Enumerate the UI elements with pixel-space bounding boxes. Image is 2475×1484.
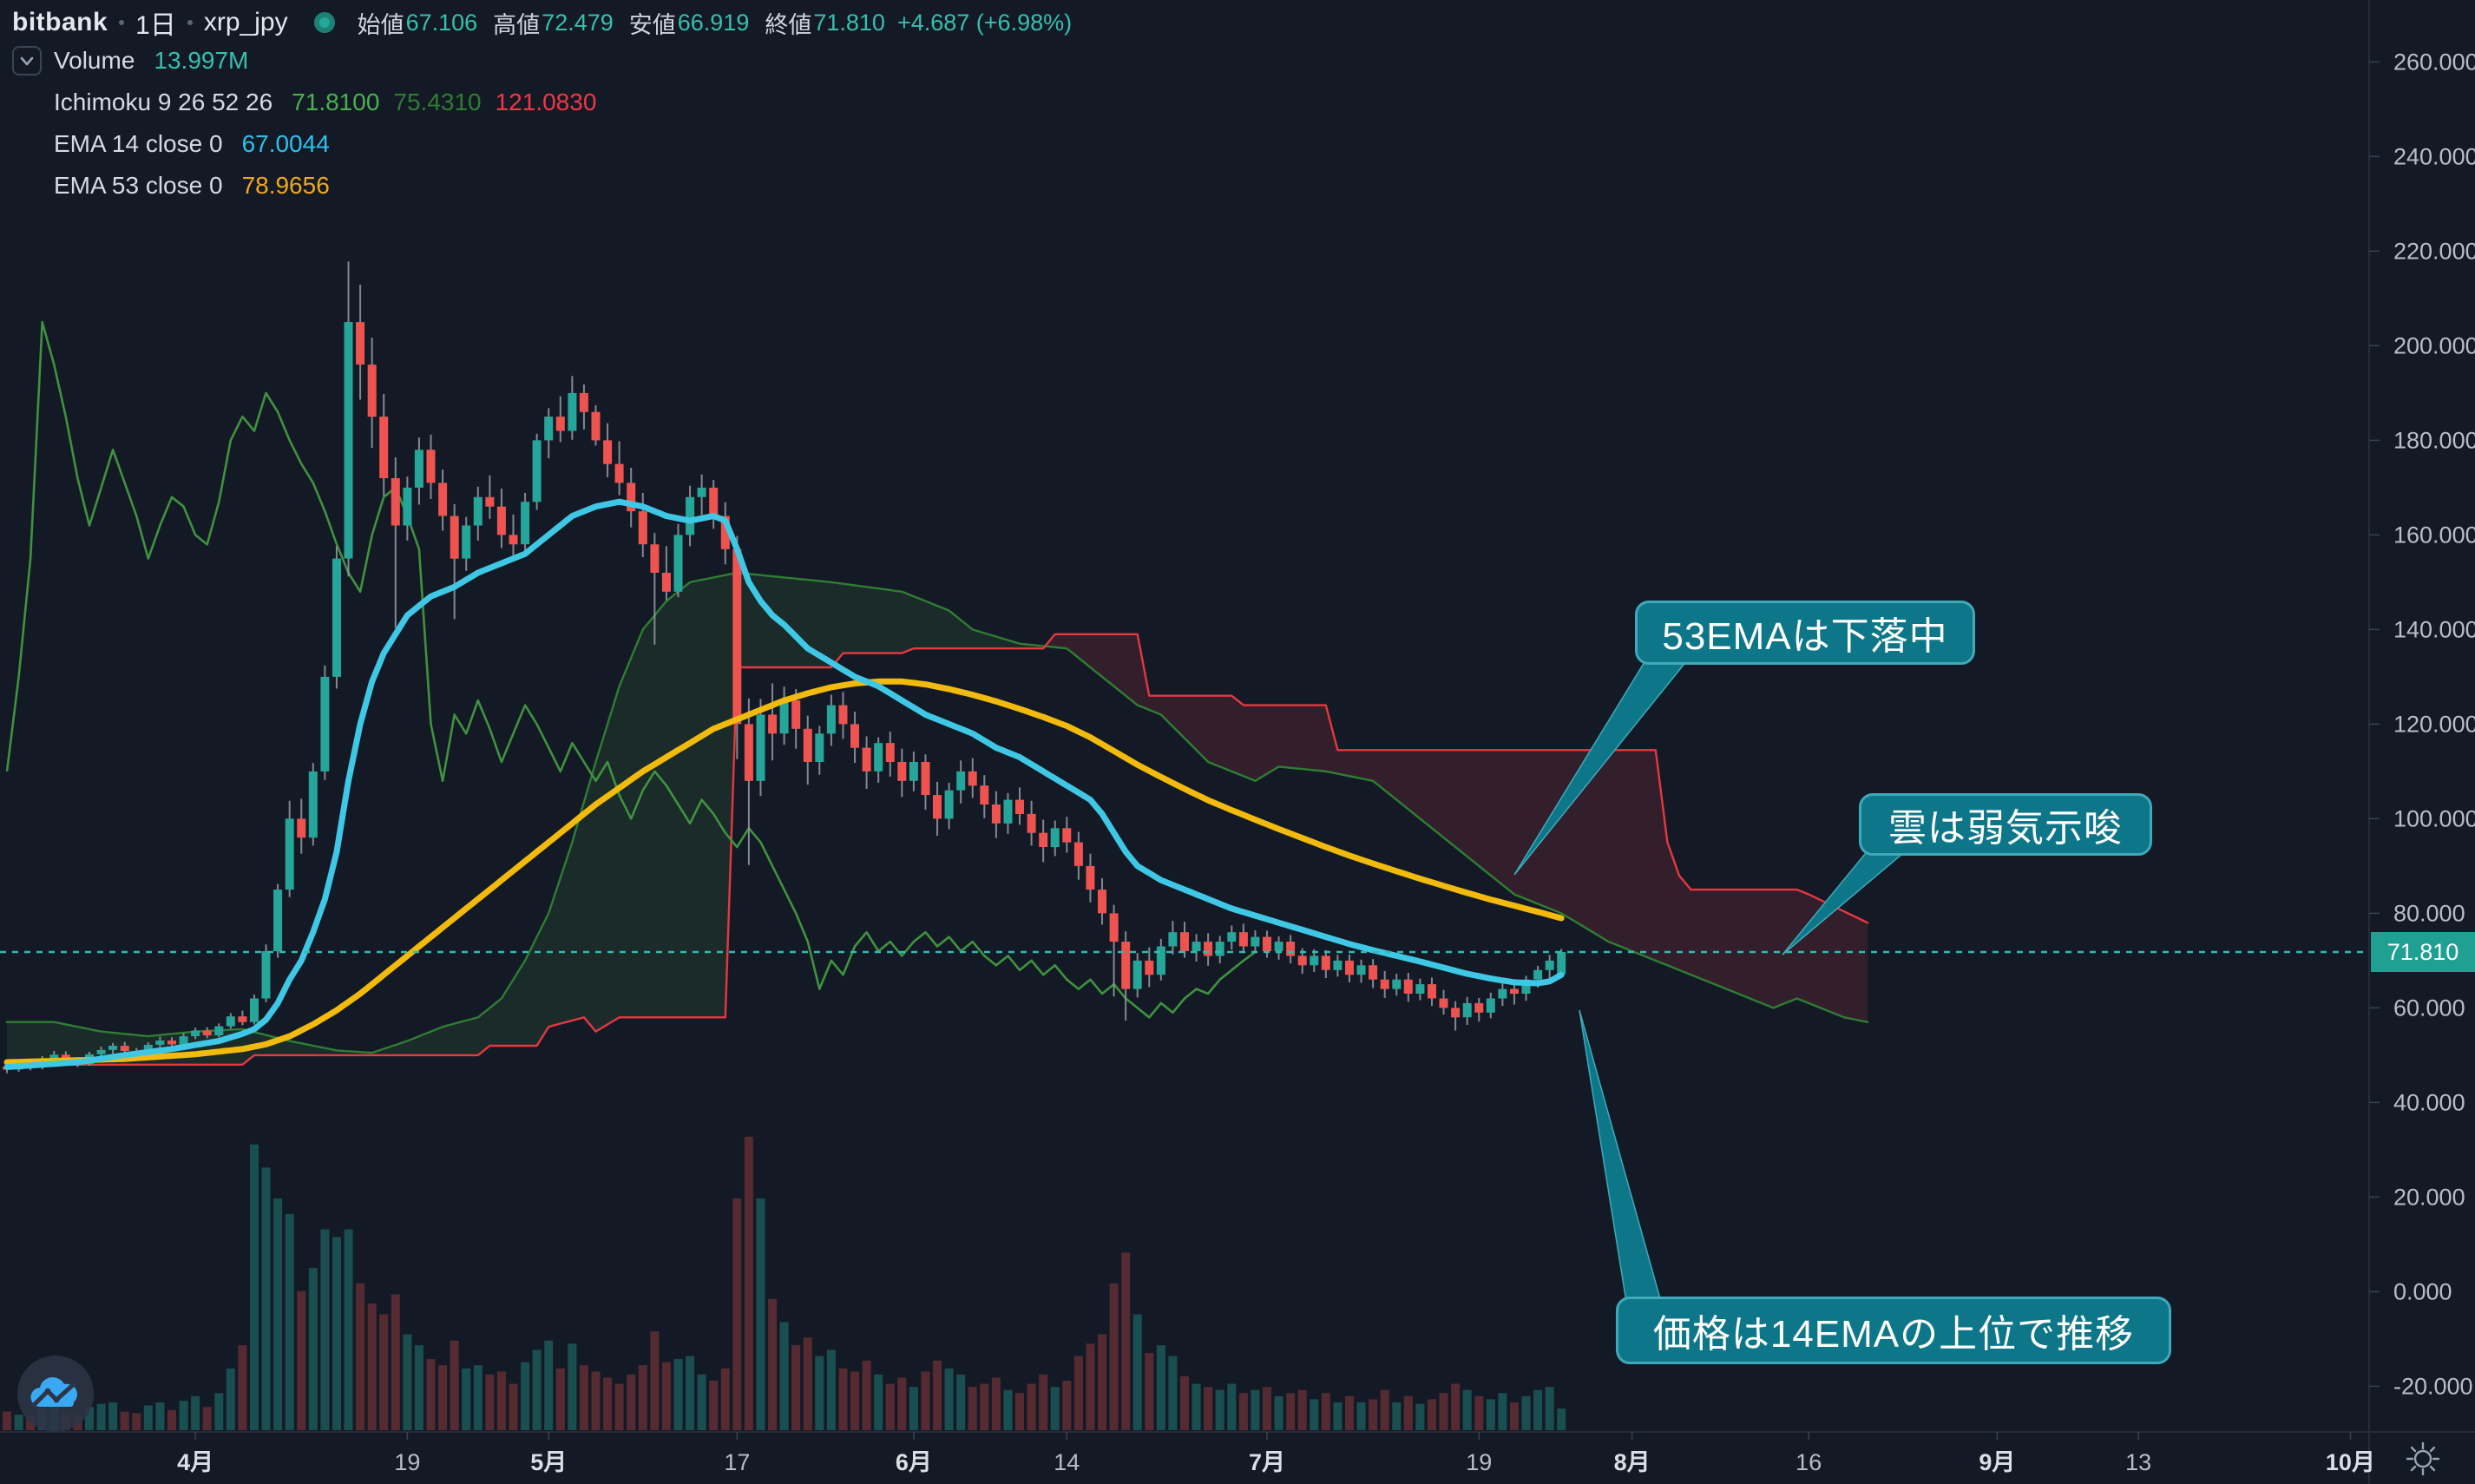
symbol-name: xrp_jpy (203, 8, 288, 36)
time-tick-label: 4月 (177, 1449, 213, 1475)
low-value: 66.919 (677, 9, 750, 36)
annotation-tails (1513, 657, 1904, 1303)
cloud-chart-icon (30, 1376, 77, 1408)
price-tick-label: 120.000 (2393, 711, 2475, 737)
sun-icon[interactable] (2402, 1439, 2444, 1479)
time-tick-label: 14 (1054, 1449, 1080, 1475)
time-tick-label: 16 (1796, 1449, 1822, 1475)
senkou-b-line (5, 633, 1869, 1066)
time-tick-label: 8月 (1614, 1449, 1651, 1475)
time-tick-label: 13 (2125, 1449, 2151, 1475)
legend-panel: bitbank 1日 xrp_jpy 始値 67.106 高値 72.479 安値 6… (12, 5, 1072, 207)
price-tick-label: 160.000 (2393, 522, 2475, 548)
ichimoku-value-1: 71.8100 (292, 89, 380, 115)
price-axis[interactable]: 260.000 240.000 220.000 200.000 180.000 160.0… (2369, 49, 2475, 1399)
volume-series (3, 1136, 1566, 1430)
senkou-a-line (5, 571, 1869, 1054)
chart-logo[interactable] (17, 1356, 94, 1432)
ichimoku-value-3: 121.0830 (495, 89, 597, 115)
high-label: 高値 (493, 11, 541, 38)
legend-row-ema53[interactable]: EMA 53 close 0 78.9656 (12, 165, 1072, 207)
ohlc-readout: 始値 67.106 高値 72.479 安値 66.919 終値 71.810 +4.6… (358, 6, 1073, 40)
legend-collapse-button[interactable] (12, 46, 42, 76)
price-tick-label: 140.000 (2393, 616, 2475, 642)
change-value: +4.687 (+6.98%) (896, 9, 1073, 36)
time-tick-label: 6月 (896, 1449, 932, 1475)
price-tick-label: 100.000 (2393, 805, 2475, 831)
time-tick-label: 7月 (1249, 1449, 1285, 1475)
price-tick-label: 40.000 (2393, 1089, 2465, 1115)
time-tick-label: 10月 (2326, 1449, 2375, 1475)
low-label: 安値 (628, 11, 676, 38)
price-tick-label: -20.000 (2393, 1373, 2473, 1399)
price-tick-label: 80.000 (2393, 900, 2465, 926)
close-value: 71.810 (813, 9, 885, 36)
price-tick-label: 20.000 (2393, 1184, 2465, 1210)
ema14-line (3, 498, 1565, 1070)
legend-row-ema14[interactable]: EMA 14 close 0 67.0044 (12, 123, 1072, 165)
price-tick-label: 220.000 (2393, 238, 2475, 264)
close-label: 終値 (765, 11, 812, 38)
ema14-label: EMA 14 close 0 (54, 130, 223, 157)
market-status-dot (313, 12, 335, 33)
open-value: 67.106 (405, 9, 478, 36)
sun-glyph (2406, 1441, 2440, 1476)
ichimoku-label: Ichimoku 9 26 52 26 (54, 89, 273, 115)
ema14-value: 67.0044 (241, 130, 330, 157)
price-tick-label: 60.000 (2393, 995, 2465, 1021)
time-tick-label: 17 (724, 1449, 750, 1475)
price-tick-label: 200.000 (2393, 332, 2475, 358)
high-value: 72.479 (542, 9, 614, 36)
annotation-callout-ema14[interactable]: 価格は14EMAの上位で推移 (1616, 1297, 2171, 1364)
annotation-callout-ema53[interactable]: 53EMAは下落中 (1635, 601, 1975, 665)
symbol-title-row[interactable]: bitbank 1日 xrp_jpy 始値 67.106 高値 72.479 安値 6… (12, 5, 1072, 40)
price-tick-label: 180.000 (2393, 427, 2475, 453)
separator-dot (119, 20, 125, 25)
ichimoku-cloud (7, 573, 1868, 1065)
exchange-name: bitbank (12, 8, 108, 36)
time-tick-label: 9月 (1979, 1449, 2015, 1475)
ichimoku-value-2: 75.4310 (393, 89, 482, 115)
open-label: 始値 (357, 11, 404, 38)
volume-value: 13.997M (154, 47, 249, 74)
annotation-callout-cloud[interactable]: 雲は弱気示唆 (1859, 793, 2152, 856)
ema53-label: EMA 53 close 0 (54, 172, 223, 199)
price-tick-label: 0.000 (2393, 1278, 2452, 1304)
ema53-line (3, 678, 1565, 1066)
candlestick-series (3, 261, 1566, 1074)
last-price-label: 71.810 (2371, 932, 2475, 972)
legend-row-volume[interactable]: Volume 13.997M (12, 40, 1072, 82)
chevron-down-icon (20, 56, 34, 66)
time-axis[interactable]: 4月 19 5月 17 6月 14 7月 19 8月 16 9月 13 10月 (177, 1432, 2375, 1475)
ema53-value: 78.9656 (241, 172, 330, 199)
time-tick-label: 5月 (530, 1449, 567, 1475)
chikou-line (5, 320, 1257, 1019)
volume-label: Volume (54, 47, 135, 74)
interval-label: 1日 (135, 11, 176, 40)
price-tick-label: 240.000 (2393, 143, 2475, 169)
separator-dot (187, 20, 193, 25)
time-tick-label: 19 (394, 1449, 420, 1475)
time-tick-label: 19 (1466, 1449, 1492, 1475)
price-tick-label: 260.000 (2393, 49, 2475, 75)
legend-row-ichimoku[interactable]: Ichimoku 9 26 52 26 71.8100 75.4310 121.… (12, 82, 1072, 123)
